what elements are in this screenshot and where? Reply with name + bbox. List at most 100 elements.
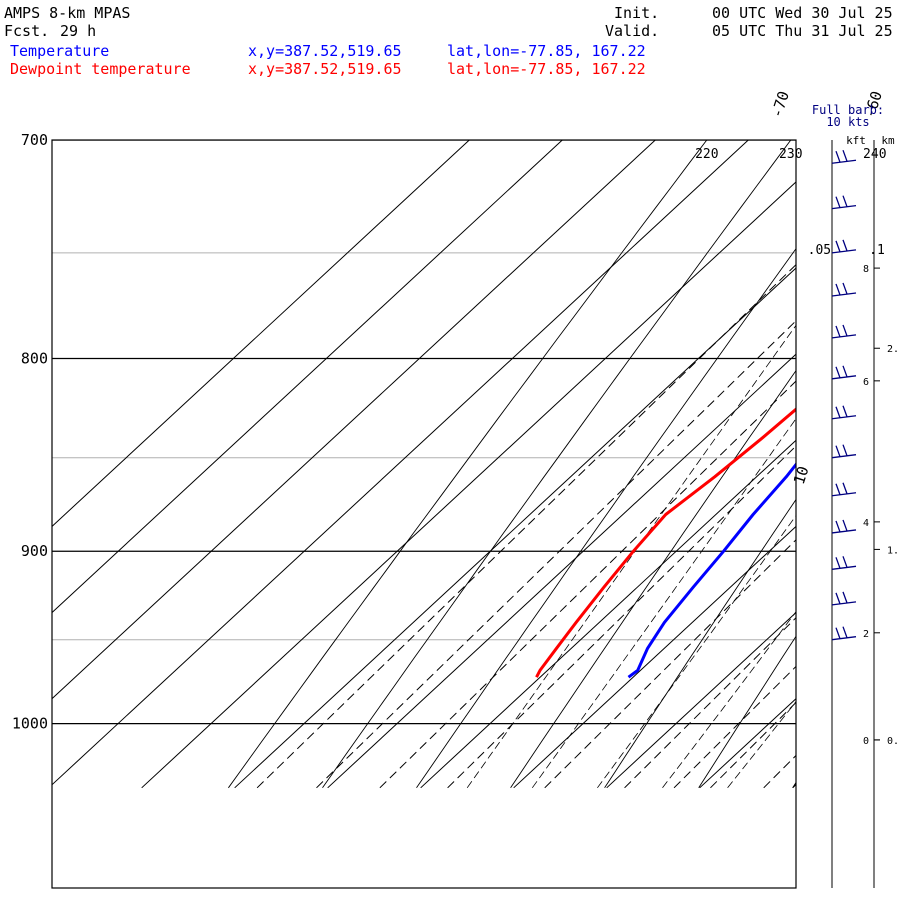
- pressure-label-1000: 1000: [12, 715, 48, 733]
- dry-adiabat-280: [792, 781, 796, 789]
- saturated-adiabat-5: [792, 783, 796, 789]
- kft-tick-label-0: 0: [863, 736, 869, 747]
- valid-time: 05 UTC Thu 31 Jul 25: [712, 22, 893, 40]
- legend-temperature-xy: x,y=387.52,519.65: [248, 42, 402, 60]
- km-axis-label: km: [881, 134, 895, 147]
- dry-adiabat-label-230: 230: [779, 147, 802, 162]
- km-tick-label-2.: 2.: [887, 344, 899, 355]
- wind-barb-staff: [831, 375, 857, 380]
- wind-barb-flag-2: [842, 626, 848, 638]
- dry-adiabat-220: [228, 140, 708, 789]
- wind-barb-flag-1: [835, 406, 841, 418]
- isotherm--10: [606, 611, 796, 789]
- mixing-ratio-line-1: [544, 539, 796, 789]
- isotherm-20: [886, 140, 900, 788]
- isotherm--70: [52, 140, 749, 786]
- wind-barb-flag-1: [835, 520, 841, 533]
- mixing-ratio-line-4: [710, 701, 796, 789]
- wind-barb-830: [831, 405, 857, 420]
- init-time: 00 UTC Wed 30 Jul 25: [712, 4, 893, 22]
- wind-barb-flag-1: [835, 627, 841, 639]
- legend-dewpoint-xy: x,y=387.52,519.65: [248, 60, 402, 78]
- dry-adiabat-label-240: 240: [863, 147, 886, 162]
- wind-barb-flag-2: [842, 239, 848, 252]
- wind-barb-flag-2: [842, 556, 848, 568]
- wind-barb-flag-1: [835, 366, 841, 379]
- saturated-adiabat-3: [662, 610, 796, 789]
- plot-frame: [51, 139, 797, 889]
- isotherm--60: [141, 181, 796, 789]
- isotherm--30: [420, 439, 796, 789]
- saturated-adiabat-0: [466, 324, 796, 789]
- pressure-label-800: 800: [21, 350, 48, 368]
- mixing-ratio-line-0.4: [447, 445, 796, 789]
- mixing-ratio-label-.1: .1: [869, 243, 885, 258]
- valid-label: Valid.: [605, 22, 660, 40]
- legend-temperature-name: Temperature: [10, 42, 110, 60]
- legend-temperature-latlon: lat,lon=-77.85, 167.22: [447, 42, 646, 60]
- mixing-ratio-line-0.2: [379, 380, 796, 789]
- wind-barb-790: [831, 324, 857, 339]
- wind-barb-710: [831, 149, 857, 164]
- mixing-ratio-label-.05: .05: [808, 243, 831, 258]
- wind-barb-staff: [831, 565, 857, 570]
- isotherm--50: [234, 267, 796, 789]
- wind-barb-810: [831, 365, 857, 380]
- legend-dewpoint-latlon: lat,lon=-77.85, 167.22: [447, 60, 646, 78]
- wind-barb-staff: [831, 334, 857, 339]
- legend-dewpoint-name: Dewpoint temperature: [10, 60, 191, 78]
- wind-barb-750: [831, 239, 857, 254]
- wind-barb-flag-2: [842, 591, 848, 604]
- wind-barb-staff: [831, 492, 857, 497]
- isotherm--20: [513, 525, 796, 789]
- wind-barb-730: [831, 195, 857, 210]
- mixing-ratio-line-2: [624, 617, 796, 789]
- wind-barb-flag-2: [842, 519, 848, 532]
- wind-barb-staff: [831, 529, 857, 534]
- init-label: Init.: [614, 4, 660, 22]
- saturated-adiabat-2: [597, 515, 796, 789]
- saturated-adiabat-6: [858, 140, 900, 788]
- wind-barb-staff: [831, 159, 857, 164]
- kft-tick-label-8: 8: [863, 264, 869, 275]
- kft-axis-label: kft: [846, 134, 866, 147]
- wind-barb-flag-2: [842, 282, 848, 295]
- isotherm--80: [52, 140, 656, 700]
- wind-barb-flag-1: [835, 240, 841, 253]
- wind-barb-850: [831, 444, 857, 459]
- wind-barb-flag-1: [835, 557, 841, 569]
- wind-barb-flag-2: [842, 324, 848, 337]
- saturated-adiabat-1: [531, 418, 796, 789]
- wind-barb-930: [831, 591, 857, 606]
- wind-barb-flag-2: [842, 195, 848, 207]
- mixing-ratio-line-3: [673, 665, 796, 789]
- wind-barb-flag-1: [835, 592, 841, 605]
- series-line-1: [535, 407, 796, 678]
- wind-barb-flag-2: [842, 444, 848, 456]
- isotherm--90: [52, 140, 563, 614]
- fcst-hours: 29 h: [60, 22, 97, 40]
- dry-adiabat-label-220: 220: [695, 147, 718, 162]
- isotherm-label--70: -70: [767, 89, 792, 120]
- wind-barb-staff: [831, 205, 857, 210]
- wind-barb-890: [831, 519, 857, 534]
- km-tick-label-0.: 0.: [887, 736, 899, 747]
- wind-barb-flag-1: [835, 196, 841, 208]
- isotherm--100: [52, 140, 470, 528]
- wind-panel-title: Full barb:: [812, 103, 884, 117]
- isotherm-label-10: 10: [790, 464, 813, 487]
- kft-tick-label-4: 4: [863, 518, 869, 529]
- pressure-label-700: 700: [21, 131, 48, 149]
- wind-barb-staff: [831, 454, 857, 459]
- dry-adiabat-230: [322, 140, 792, 789]
- wind-barb-870: [831, 482, 857, 497]
- wind-barb-950: [831, 626, 857, 641]
- wind-barb-staff: [831, 292, 857, 297]
- wind-barb-flag-1: [835, 325, 841, 338]
- kft-tick-label-6: 6: [863, 377, 869, 388]
- dry-adiabat-290: [887, 140, 900, 788]
- dry-adiabat-250: [510, 369, 796, 789]
- dry-adiabat-240: [416, 247, 796, 789]
- wind-barb-flag-1: [835, 283, 841, 296]
